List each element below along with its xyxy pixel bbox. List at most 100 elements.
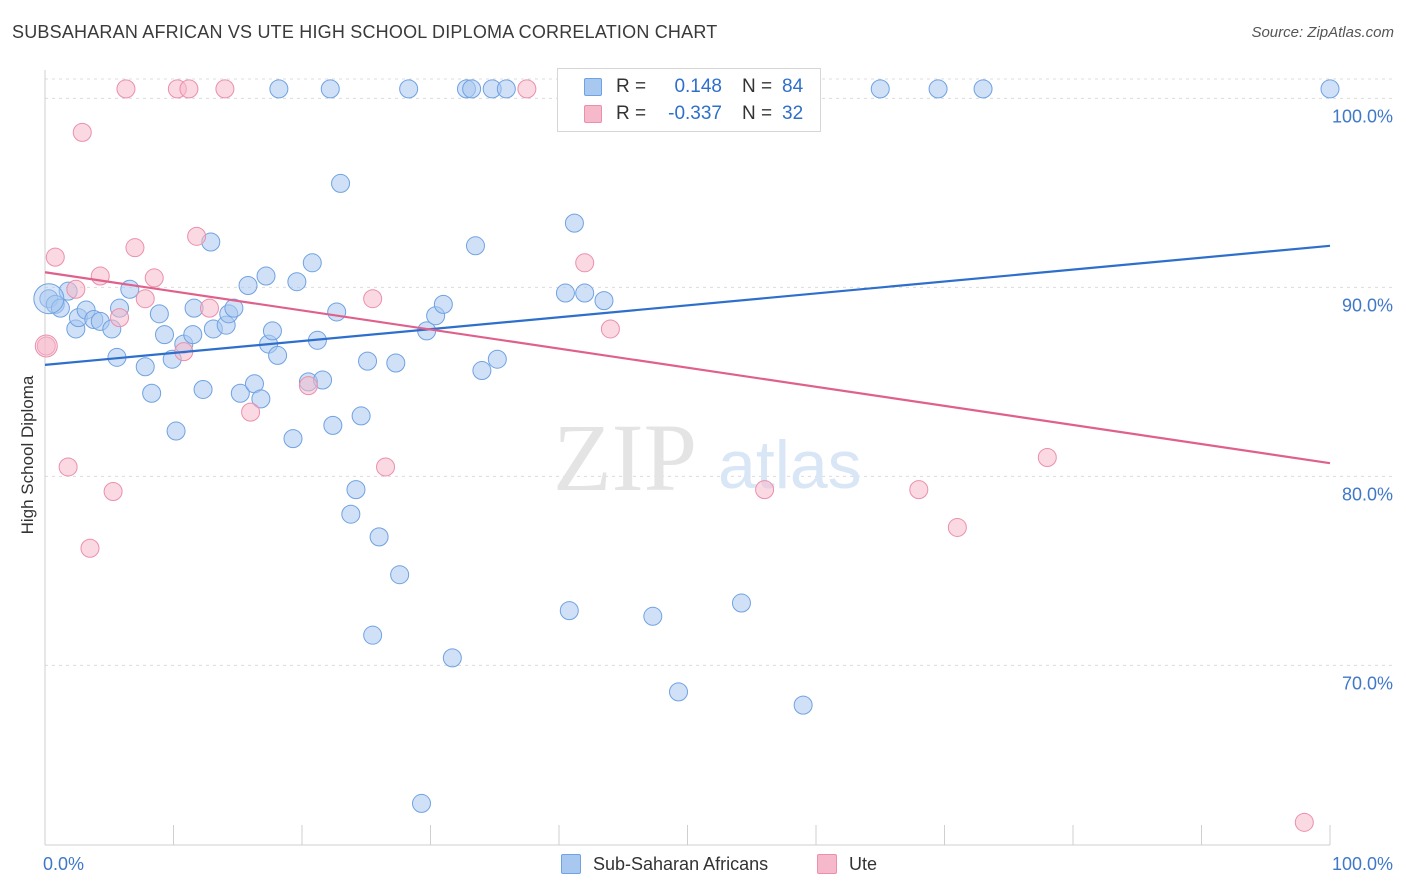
point-ute (116, 79, 136, 99)
bottom-legend-label: Ute (849, 853, 878, 874)
point-subsaharan (594, 291, 614, 311)
trend-lines (44, 244, 1331, 465)
point-ute (376, 457, 396, 477)
point-subsaharan (183, 325, 203, 345)
point-ute (215, 79, 235, 99)
point-ute (72, 122, 92, 142)
point-subsaharan (262, 321, 282, 341)
point-ute (125, 238, 145, 258)
point-subsaharan (283, 429, 303, 449)
point-subsaharan (346, 480, 366, 500)
point-subsaharan (390, 565, 410, 585)
point-subsaharan (256, 266, 276, 286)
point-ute (135, 289, 155, 309)
legend-r-value: 0.148 (674, 76, 722, 97)
point-subsaharan (442, 648, 462, 668)
point-ute (66, 279, 86, 299)
point-subsaharan (142, 383, 162, 403)
point-subsaharan (1320, 79, 1340, 99)
bottom-legend-swatch-subsaharan (561, 854, 581, 874)
point-subsaharan (472, 361, 492, 381)
point-subsaharan (358, 351, 378, 371)
point-subsaharan (302, 253, 322, 273)
axes (44, 70, 1331, 846)
point-subsaharan (669, 682, 689, 702)
legend-swatch-subsaharan (584, 78, 602, 96)
y-tick-label: 90.0% (1342, 295, 1393, 315)
trend-line-subsaharan (44, 244, 1331, 366)
point-subsaharan (412, 793, 432, 813)
point-ute (179, 79, 199, 99)
point-ute (34, 334, 58, 358)
point-ute (58, 457, 78, 477)
point-subsaharan (166, 421, 186, 441)
point-ute (241, 402, 261, 422)
point-ute (45, 247, 65, 267)
point-ute (363, 289, 383, 309)
legend-n-value: 32 (782, 103, 804, 124)
point-subsaharan (369, 527, 389, 547)
x-tick-label-min: 0.0% (43, 854, 84, 874)
point-subsaharan (496, 79, 516, 99)
legend-r-label: R = (616, 76, 647, 97)
point-subsaharan (33, 283, 65, 315)
point-subsaharan (287, 272, 307, 292)
y-tick-label: 70.0% (1342, 673, 1393, 693)
point-subsaharan (251, 389, 271, 409)
point-subsaharan (327, 302, 347, 322)
point-subsaharan (269, 79, 289, 99)
data-points (33, 79, 1340, 832)
point-subsaharan (386, 353, 406, 373)
trend-line-ute (44, 271, 1331, 465)
point-ute (298, 376, 318, 396)
point-ute (110, 308, 130, 328)
point-subsaharan (331, 173, 351, 193)
point-subsaharan (559, 601, 579, 621)
bottom-legend-swatch-ute (817, 854, 837, 874)
legend-n-value: 84 (782, 76, 804, 97)
source-credit: Source: ZipAtlas.com (1251, 24, 1394, 41)
point-subsaharan (268, 345, 288, 365)
point-subsaharan (870, 79, 890, 99)
point-ute (909, 480, 929, 500)
point-subsaharan (149, 304, 169, 324)
legend-row-ute: R = -0.337 N = 32 (584, 101, 822, 127)
point-subsaharan (793, 695, 813, 715)
watermark: ZIP atlas (553, 404, 862, 511)
y-tick-label: 80.0% (1342, 484, 1393, 504)
correlation-legend: R = 0.148 N = 84 R = -0.337 N = 32 (557, 68, 821, 132)
legend-n-label: N = (742, 76, 773, 97)
point-ute (1037, 448, 1057, 467)
point-ute (575, 253, 595, 273)
legend-swatch-ute (584, 105, 602, 123)
point-subsaharan (320, 79, 340, 99)
point-ute (1294, 812, 1314, 832)
point-ute (36, 336, 56, 356)
point-subsaharan (433, 294, 453, 314)
bottom-legend-subsaharan: Sub-Saharan Africans (561, 852, 768, 876)
point-subsaharan (575, 283, 595, 303)
point-subsaharan (341, 504, 361, 524)
legend-r-value: -0.337 (668, 103, 722, 124)
tick-labels: 100.0% 90.0% 80.0% 70.0% 0.0% 100.0% (43, 106, 1393, 874)
bottom-legend-label: Sub-Saharan Africans (593, 853, 769, 874)
point-ute (947, 517, 967, 537)
point-ute (144, 268, 164, 288)
y-axis-label: High School Diploma (18, 375, 37, 535)
watermark-zip: ZIP (553, 404, 697, 511)
point-subsaharan (193, 379, 213, 399)
point-subsaharan (928, 79, 948, 99)
point-subsaharan (230, 383, 250, 403)
point-subsaharan (487, 349, 507, 369)
point-subsaharan (224, 298, 244, 318)
x-tick-label-max: 100.0% (1332, 854, 1393, 874)
point-ute (199, 298, 219, 318)
point-subsaharan (399, 79, 419, 99)
bottom-legend-ute: Ute (817, 852, 877, 876)
point-subsaharan (465, 236, 485, 256)
chart-title: SUBSAHARAN AFRICAN VS UTE HIGH SCHOOL DI… (12, 22, 718, 42)
point-subsaharan (155, 325, 175, 345)
point-subsaharan (973, 79, 993, 99)
point-subsaharan (643, 606, 663, 626)
